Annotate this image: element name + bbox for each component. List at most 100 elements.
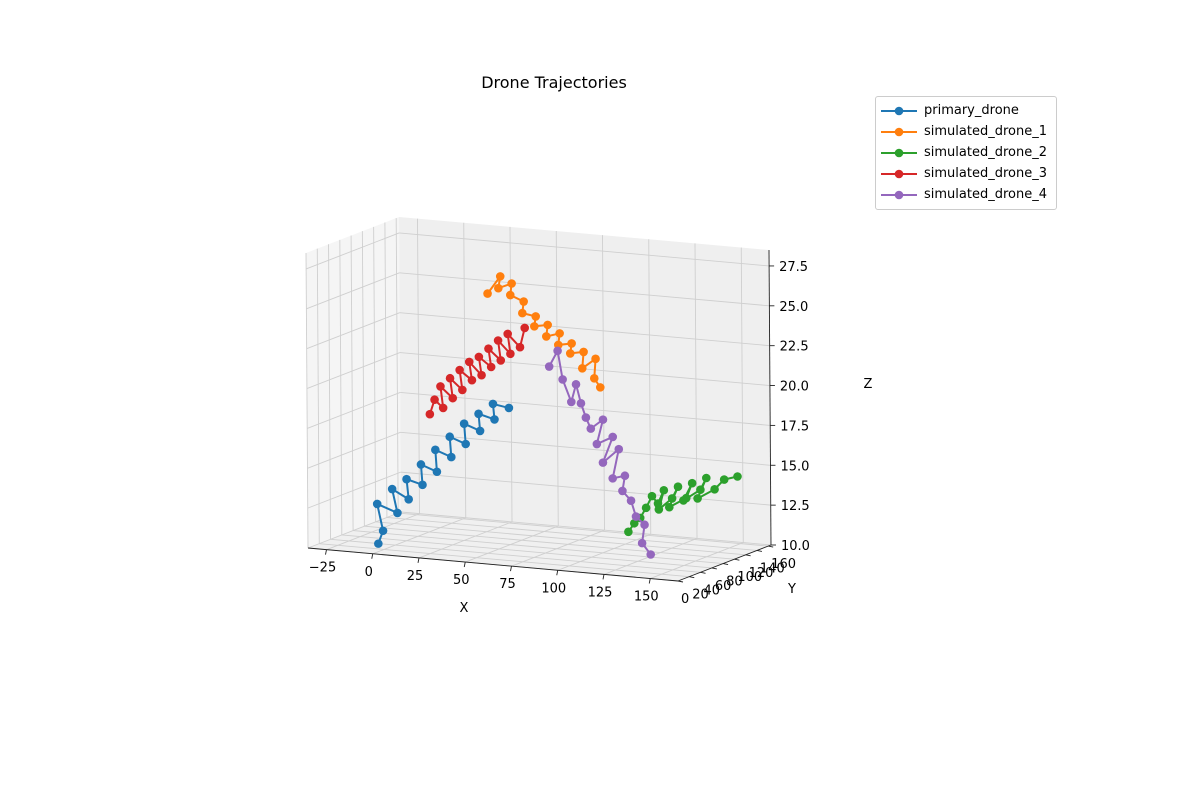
data-point — [445, 373, 455, 383]
data-point — [629, 518, 639, 528]
data-point — [416, 460, 426, 469]
data-point — [493, 336, 503, 345]
z-tick-label: 10.0 — [781, 539, 810, 554]
data-point — [378, 526, 388, 536]
data-point — [565, 349, 575, 358]
z-tick-label: 20.0 — [780, 380, 809, 395]
grid-y-left — [395, 218, 399, 514]
data-point — [461, 439, 470, 449]
grid-z-left — [307, 471, 401, 509]
y-tick-mark — [734, 558, 740, 561]
data-point — [553, 346, 562, 356]
series-primary_drone — [372, 399, 514, 548]
grid-x-back — [509, 226, 513, 522]
axes-panes — [306, 217, 771, 581]
data-point — [667, 494, 677, 503]
grid-y-floor — [398, 512, 769, 547]
series-simulated_drone_2 — [624, 472, 742, 537]
legend-swatch — [881, 127, 917, 136]
x-tick-mark — [325, 549, 327, 555]
y-tick-mark — [723, 563, 729, 565]
data-point — [488, 399, 498, 409]
grid-y-left — [316, 248, 320, 544]
grid-z-left — [306, 272, 400, 310]
x-tick-label: −25 — [309, 561, 336, 576]
x-tick-mark — [556, 570, 559, 576]
y-axis-label: Y — [787, 582, 796, 597]
z-tick-label: 27.5 — [779, 260, 808, 275]
data-point — [608, 432, 618, 442]
data-point — [626, 496, 636, 506]
data-point — [696, 485, 705, 495]
grid-y-floor — [330, 538, 701, 573]
grid-x-floor — [418, 521, 513, 559]
data-point — [665, 502, 674, 512]
data-point — [430, 395, 439, 405]
data-point — [496, 356, 506, 365]
y-tick-mark — [745, 554, 751, 557]
x-axis-line — [307, 547, 679, 582]
data-point — [374, 539, 383, 548]
grid-z-left — [306, 312, 400, 350]
data-point — [701, 473, 711, 483]
data-point — [710, 485, 719, 494]
data-point — [659, 485, 669, 495]
z-tick-label: 12.5 — [781, 499, 810, 514]
data-point — [518, 308, 527, 318]
legend-item: primary_drone — [876, 100, 1056, 121]
grid-y-floor — [364, 525, 735, 560]
data-point — [418, 480, 427, 490]
data-point — [467, 375, 477, 385]
y-tick-mark — [756, 550, 762, 552]
data-point — [614, 444, 624, 454]
data-point — [494, 283, 503, 293]
z-axis-line — [768, 249, 772, 546]
z-axis-label: Z — [864, 377, 873, 392]
legend-label: simulated_drone_2 — [924, 145, 1047, 160]
y-tick-label: 120 — [749, 566, 774, 581]
y-tick-label: 160 — [771, 557, 796, 572]
grid-x-floor — [326, 513, 420, 551]
grid-x-back — [463, 222, 467, 518]
back-pane — [399, 217, 771, 545]
grid-z-back — [400, 391, 771, 426]
x-tick-label: 125 — [588, 585, 613, 600]
data-point — [567, 339, 576, 348]
data-point — [576, 399, 586, 408]
data-point — [507, 279, 516, 288]
data-point — [477, 370, 486, 380]
data-point — [393, 508, 402, 518]
y-tick-label: 0 — [681, 592, 689, 607]
data-point — [555, 329, 564, 338]
x-tick-mark — [602, 574, 605, 580]
data-point — [654, 505, 664, 514]
grid-y-floor — [386, 517, 757, 551]
y-tick-mark — [768, 545, 774, 548]
data-point — [483, 289, 492, 298]
grid-y-left — [373, 226, 377, 522]
grid-y-left — [361, 231, 365, 527]
data-point — [620, 471, 630, 481]
data-point — [474, 409, 483, 419]
floor-pane — [308, 512, 771, 581]
data-point — [404, 494, 413, 504]
data-point — [598, 458, 608, 467]
grid-x-back — [648, 239, 652, 535]
grid-z-back — [399, 272, 770, 307]
data-point — [484, 344, 493, 353]
series-simulated_drone_4 — [544, 346, 656, 559]
data-point — [641, 503, 651, 513]
grid-y-floor — [341, 534, 712, 569]
data-point — [505, 290, 515, 300]
data-point — [687, 478, 697, 488]
y-tick-label: 100 — [737, 570, 762, 585]
data-point — [592, 439, 602, 449]
data-point — [515, 342, 525, 352]
data-point — [542, 332, 551, 341]
legend-item: simulated_drone_3 — [876, 163, 1056, 184]
data-point — [624, 527, 633, 537]
grid-z-back — [400, 471, 771, 506]
grid-y-left — [350, 235, 354, 531]
data-point — [503, 329, 512, 339]
x-tick-label: 75 — [499, 577, 516, 592]
